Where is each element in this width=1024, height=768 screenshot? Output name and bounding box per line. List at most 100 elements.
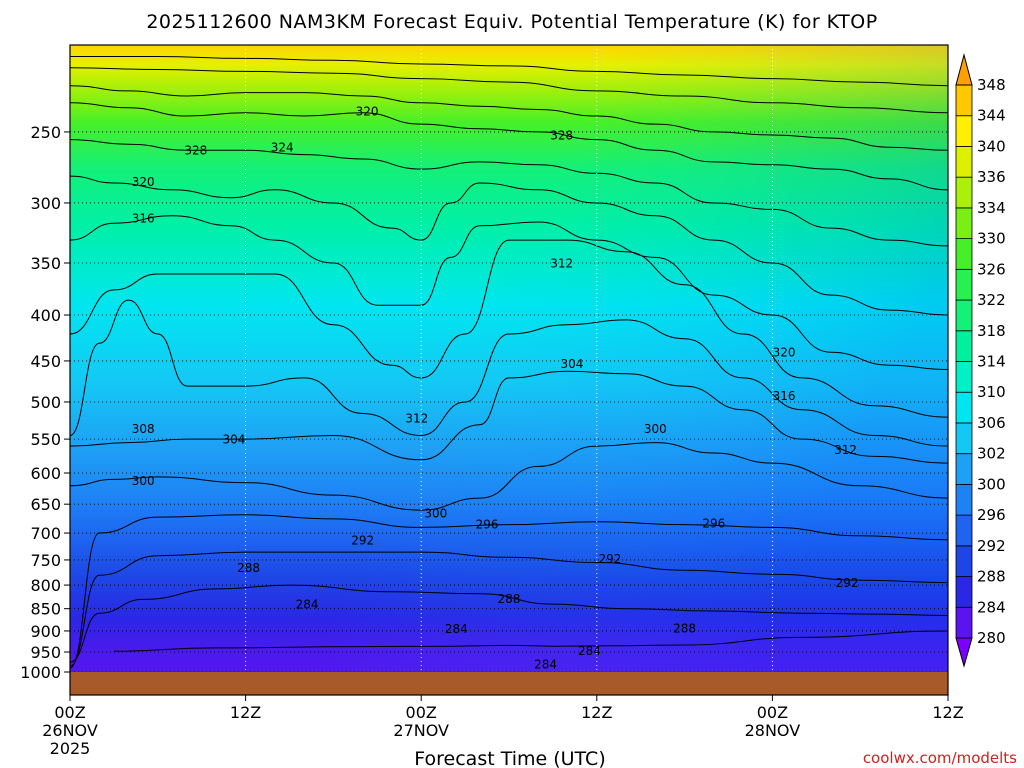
- colorbar-swatch: [955, 146, 973, 178]
- contour-label-text: 284: [445, 622, 468, 636]
- contour-label: 308: [132, 422, 155, 436]
- x-axis-label: Forecast Time (UTC): [414, 748, 605, 768]
- contour-336: [69, 67, 949, 114]
- x-tick-label: 00Z: [406, 703, 437, 722]
- chart-title: 2025112600 NAM3KM Forecast Equiv. Potent…: [146, 11, 877, 33]
- contour-label: 288: [498, 592, 521, 606]
- contour-label: 316: [773, 389, 796, 403]
- contour-label-text: 288: [673, 621, 696, 635]
- colorbar-swatch: [955, 207, 973, 240]
- contour-label: 312: [405, 411, 428, 425]
- contour-label: 304: [222, 433, 245, 447]
- colorbar-tick-label: 318: [977, 322, 1006, 340]
- colorbar-tick-label: 300: [977, 475, 1006, 493]
- contour-label-text: 304: [560, 357, 583, 371]
- contour-label-text: 300: [644, 422, 667, 436]
- contour-label-text: 300: [424, 507, 447, 521]
- contour-324: [69, 139, 949, 247]
- y-tick-label: 600: [30, 464, 61, 483]
- contour-label-text: 320: [773, 346, 796, 360]
- contour-label: 292: [351, 534, 374, 548]
- contour-labels: 328 324 320 328 320 316 312 320 304 316 312 308 304 3…: [132, 105, 859, 672]
- contour-label: 300: [132, 474, 155, 488]
- credit-link[interactable]: coolwx.com/modelts: [863, 749, 1017, 767]
- colorbar-max-arrow: [955, 53, 973, 86]
- contour-label-text: 308: [132, 422, 155, 436]
- contour-label-text: 292: [351, 534, 374, 548]
- contour-label: 296: [476, 518, 499, 532]
- contour-label: 320: [132, 175, 155, 189]
- plot-area: 328 324 320 328 320 316 312 320 304 316 312 308 304 3…: [69, 44, 949, 696]
- contour-label: 304: [560, 357, 583, 371]
- contour-label-text: 316: [773, 389, 796, 403]
- contour-label-text: 300: [132, 474, 155, 488]
- colorbar-tick-label: 334: [977, 199, 1006, 217]
- x-tick-date: 28NOV: [745, 721, 801, 740]
- contour-label-text: 292: [836, 576, 859, 590]
- contour-label: 320: [356, 105, 379, 119]
- contour-316: [69, 215, 949, 370]
- contour-label-text: 328: [184, 144, 207, 158]
- contour-label: 292: [836, 576, 859, 590]
- ground-bar: [70, 672, 948, 695]
- colorbar-tick-label: 296: [977, 506, 1006, 524]
- grid-lines: [70, 45, 948, 673]
- colorbar-tick-label: 330: [977, 230, 1006, 248]
- y-tick-label: 750: [30, 551, 61, 570]
- contour-label-text: 292: [599, 552, 622, 566]
- contour-label-text: 296: [702, 516, 725, 530]
- colorbar-tick-label: 310: [977, 383, 1006, 401]
- colorbar-tick-label: 306: [977, 414, 1006, 432]
- x-tick-label: 12Z: [932, 703, 963, 722]
- y-tick-label: 850: [30, 600, 61, 619]
- colorbar-swatch: [955, 84, 973, 117]
- contour-label-text: 320: [132, 175, 155, 189]
- contour-292: [69, 551, 949, 667]
- colorbar-tick-label: 280: [977, 629, 1006, 647]
- contour-label: 292: [599, 552, 622, 566]
- contour-340: [70, 55, 949, 87]
- contour-label-text: 296: [476, 518, 499, 532]
- contour-label: 284: [296, 598, 319, 612]
- colorbar-tick-label: 340: [977, 137, 1006, 155]
- colorbar-tick-label: 344: [977, 107, 1006, 125]
- colorbar-swatch: [955, 514, 973, 547]
- colorbar-swatch: [955, 238, 973, 270]
- colorbar-tick-label: 322: [977, 291, 1006, 309]
- contour-284: [113, 630, 949, 652]
- y-tick-label: 500: [30, 393, 61, 412]
- contour-320: [69, 175, 949, 316]
- colorbar-tick-label: 336: [977, 168, 1006, 186]
- colorbar-swatch: [955, 391, 973, 424]
- colorbar-swatch: [955, 361, 973, 393]
- contour-label: 300: [644, 422, 667, 436]
- x-tick-label: 12Z: [581, 703, 612, 722]
- y-tick-label: 400: [30, 306, 61, 325]
- plot-frame: [69, 44, 949, 696]
- colorbar-min-arrow: [955, 637, 973, 668]
- y-tick-label: 550: [30, 430, 61, 449]
- contour-label-text: 312: [834, 443, 857, 457]
- colorbar-tick-label: 288: [977, 568, 1006, 586]
- contour-312: [69, 239, 949, 418]
- contour-label: 284: [534, 658, 557, 672]
- x-tick-label: 00Z: [757, 703, 788, 722]
- y-tick-label: 900: [30, 622, 61, 641]
- y-tick-label: 300: [30, 194, 61, 213]
- contour-label-text: 312: [550, 257, 573, 271]
- contour-label: 288: [673, 621, 696, 635]
- contour-label-text: 284: [296, 598, 319, 612]
- colorbar-swatch: [955, 576, 973, 608]
- contour-328: [69, 102, 949, 191]
- colorbar-tick-label: 284: [977, 598, 1006, 616]
- colorbar-tick-label: 326: [977, 260, 1006, 278]
- contour-label-text: 288: [498, 592, 521, 606]
- x-tick-label: 12Z: [230, 703, 261, 722]
- contour-label-text: 284: [578, 644, 601, 658]
- colorbar-swatch: [955, 483, 973, 516]
- contour-332: [69, 85, 949, 151]
- y-tick-label: 1000: [20, 663, 61, 682]
- contour-label-text: 312: [405, 411, 428, 425]
- contour-label-text: 328: [550, 129, 573, 143]
